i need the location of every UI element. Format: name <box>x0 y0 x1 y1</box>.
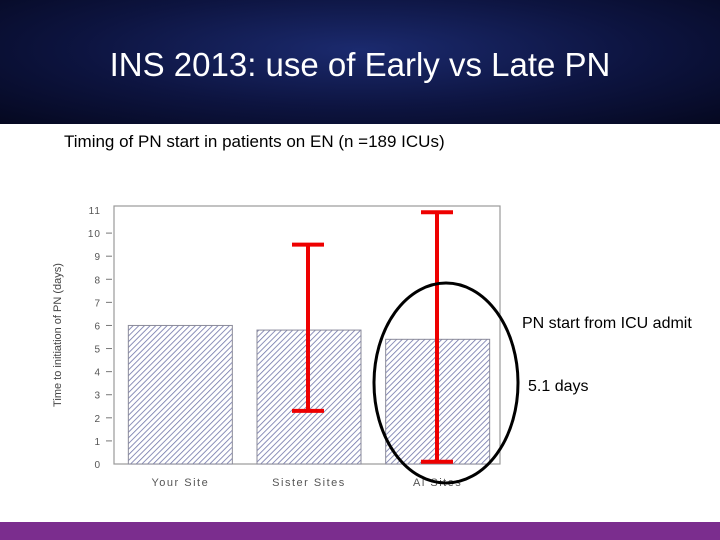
x-tick-label: Your Site <box>151 477 209 489</box>
y-tick-label: 9 <box>94 252 101 263</box>
annotation-pn-start: PN start from ICU admit <box>522 315 692 332</box>
y-axis-title: Time to initiation of PN (days) <box>52 263 64 407</box>
y-tick-label: 10 <box>88 229 101 240</box>
y-tick-label: 4 <box>94 368 101 379</box>
y-tick-label: 5 <box>94 345 101 356</box>
footer-bar <box>0 522 720 540</box>
y-tick-label: 0 <box>94 460 101 471</box>
y-tick-label: 1 <box>94 437 101 448</box>
slide-title: INS 2013: use of Early vs Late PN <box>109 46 611 83</box>
bar <box>127 324 233 465</box>
y-tick-label: 3 <box>94 391 101 402</box>
y-tick-label: 8 <box>94 275 101 286</box>
chart-subtitle: Timing of PN start in patients on EN (n … <box>64 132 445 151</box>
y-tick-label: 6 <box>94 321 101 332</box>
title-banner <box>0 0 720 124</box>
annotation-days: 5.1 days <box>528 378 589 395</box>
y-tick-label: 2 <box>94 414 101 425</box>
highlight-ellipse <box>372 281 520 485</box>
y-tick-label: 7 <box>94 298 101 309</box>
y-tick-label: 11 <box>89 206 101 217</box>
x-tick-label: Sister Sites <box>272 477 346 489</box>
